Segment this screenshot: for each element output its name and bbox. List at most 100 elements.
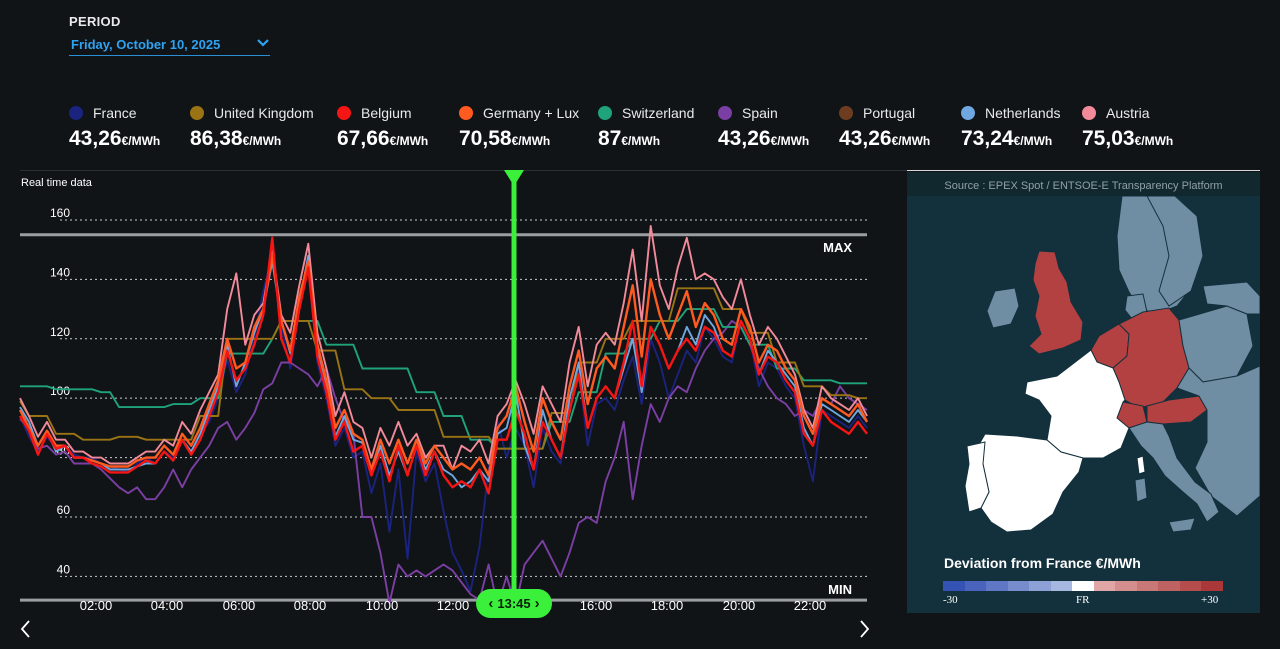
sardinia-shape xyxy=(1134,477,1148,503)
legend-country-name: Switzerland xyxy=(622,105,695,121)
series-line xyxy=(19,287,867,450)
legend-country-name: United Kingdom xyxy=(214,105,314,121)
map-top-divider xyxy=(907,170,1260,171)
italy-shape xyxy=(1128,421,1220,523)
legend-color-dot xyxy=(1082,106,1096,120)
legend-item[interactable]: Belgium 67,66€/MWh xyxy=(337,105,428,151)
legend-color-dot xyxy=(190,106,204,120)
time-cursor-handle[interactable]: ‹ 13:45 › xyxy=(476,589,552,618)
legend-item[interactable]: Spain 43,26€/MWh xyxy=(718,105,809,151)
scale-swatch xyxy=(1136,581,1158,591)
legend-price-unit: €/MWh xyxy=(621,134,661,148)
period-label: PERIOD xyxy=(69,14,121,29)
scale-swatch xyxy=(964,581,986,591)
scale-swatch xyxy=(986,581,1008,591)
scale-swatch xyxy=(943,581,965,591)
scale-max-label: +30 xyxy=(1201,594,1219,606)
europe-deviation-map: Source : EPEX Spot / ENTSOE-E Transparen… xyxy=(907,172,1260,613)
legend-country-name: Germany + Lux xyxy=(483,105,580,121)
chevron-down-icon xyxy=(257,39,269,47)
europe-map xyxy=(964,196,1260,533)
series-line xyxy=(18,254,869,477)
scale-swatch xyxy=(1093,581,1115,591)
legend-price-value: 67,66 xyxy=(337,127,390,150)
map-source-bar xyxy=(907,172,1260,196)
x-tick-label: 22:00 xyxy=(794,598,827,613)
legend-price-value: 43,26 xyxy=(839,127,892,150)
legend-price-unit: €/MWh xyxy=(121,134,161,148)
y-tick-label: 40 xyxy=(57,562,71,576)
legend-item[interactable]: Netherlands 73,24€/MWh xyxy=(961,105,1061,151)
period-date-select[interactable]: Friday, October 10, 2025 xyxy=(69,35,270,56)
legend-country-name: Netherlands xyxy=(985,105,1061,121)
legend-country-name: Spain xyxy=(742,105,778,121)
series-line xyxy=(19,254,868,593)
legend-color-dot xyxy=(598,106,612,120)
legend-item[interactable]: France 43,26€/MWh xyxy=(69,105,160,151)
x-tick-label: 16:00 xyxy=(580,598,613,613)
x-tick-label: 02:00 xyxy=(80,598,113,613)
scale-swatch xyxy=(1050,581,1072,591)
baltics-shape xyxy=(1202,281,1260,315)
legend-item[interactable]: Portugal 43,26€/MWh xyxy=(839,105,930,151)
legend-price-value: 75,03 xyxy=(1082,127,1135,150)
y-tick-label: 60 xyxy=(57,503,71,517)
series-line xyxy=(18,236,868,495)
y-tick-label: 100 xyxy=(50,384,70,398)
legend-color-dot xyxy=(459,106,473,120)
scale-min-label: -30 xyxy=(943,594,958,606)
legend-item[interactable]: Austria 75,03€/MWh xyxy=(1082,105,1173,151)
sweden-shape xyxy=(1146,196,1204,307)
sicily-shape xyxy=(1168,517,1196,533)
legend-color-dot xyxy=(839,106,853,120)
x-tick-label: 08:00 xyxy=(294,598,327,613)
legend-item[interactable]: Germany + Lux 70,58€/MWh xyxy=(459,105,579,151)
scale-swatch xyxy=(1115,581,1137,591)
series-line xyxy=(19,224,868,471)
max-label: MAX xyxy=(823,240,852,255)
series-line xyxy=(20,308,867,450)
x-tick-label: 06:00 xyxy=(223,598,256,613)
legend-country-name: Austria xyxy=(1106,105,1150,121)
cursor-time: 13:45 xyxy=(497,596,531,611)
legend-item[interactable]: United Kingdom 86,38€/MWh xyxy=(190,105,314,151)
portugal-shape xyxy=(964,441,990,513)
germany-shape xyxy=(1112,307,1190,409)
realtime-label: Real time data xyxy=(21,177,92,189)
legend-price-value: 86,38 xyxy=(190,127,243,150)
chevron-left-icon: ‹ xyxy=(488,595,494,612)
map-source: Source : EPEX Spot / ENTSOE-E Transparen… xyxy=(944,180,1223,192)
legend-price-value: 70,58 xyxy=(459,127,512,150)
legend-item[interactable]: Switzerland 87€/MWh xyxy=(598,105,694,151)
legend-price-unit: €/MWh xyxy=(511,134,551,148)
france-shape xyxy=(1024,349,1130,459)
corsica-shape xyxy=(1136,455,1146,475)
legend-price-value: 73,24 xyxy=(961,127,1014,150)
legend-price-value: 43,26 xyxy=(69,127,122,150)
x-tick-label: 20:00 xyxy=(723,598,756,613)
legend-color-dot xyxy=(69,106,83,120)
legend-country-name: Belgium xyxy=(361,105,412,121)
legend-color-dot xyxy=(718,106,732,120)
chart-top-divider xyxy=(20,170,907,171)
x-tick-label: 18:00 xyxy=(651,598,684,613)
y-tick-label: 160 xyxy=(50,206,70,220)
y-tick-label: 140 xyxy=(50,265,70,279)
country-legend: France 43,26€/MWh United Kingdom 86,38€/MWh… xyxy=(69,105,1209,155)
scale-swatch xyxy=(1158,581,1180,591)
scale-swatch xyxy=(1072,581,1094,591)
min-label: MIN xyxy=(828,582,852,597)
legend-price-unit: €/MWh xyxy=(770,134,810,148)
scale-swatch xyxy=(1029,581,1051,591)
scale-swatch xyxy=(1179,581,1201,591)
scale-swatch xyxy=(1007,581,1029,591)
previous-day-button[interactable] xyxy=(16,618,36,640)
y-tick-label: 120 xyxy=(50,325,70,339)
legend-price-value: 87 xyxy=(598,127,622,150)
x-tick-label: 10:00 xyxy=(366,598,399,613)
legend-price-unit: €/MWh xyxy=(242,134,282,148)
deviation-title: Deviation from France €/MWh xyxy=(944,555,1141,571)
x-tick-label: 04:00 xyxy=(151,598,184,613)
next-day-button[interactable] xyxy=(854,618,874,640)
